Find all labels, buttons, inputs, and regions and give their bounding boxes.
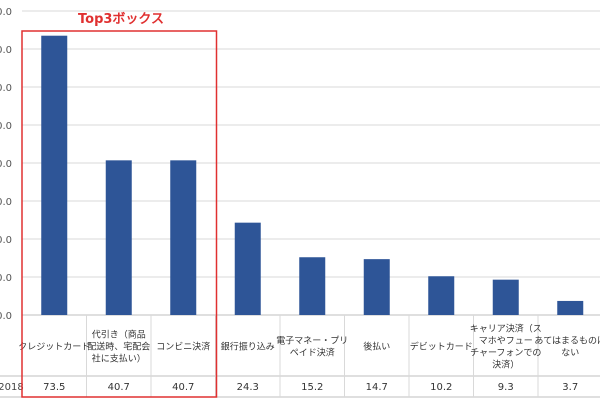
category-label: クレジットカード — [18, 342, 90, 353]
value-label: 15.2 — [301, 382, 323, 393]
category-label: デビットカード — [410, 341, 473, 353]
series-label: 2018 — [0, 382, 24, 393]
y-tick-label: 10.0 — [0, 273, 12, 284]
bar — [234, 222, 261, 315]
y-tick-label: 60.0 — [0, 83, 12, 94]
category-label: 後払い — [363, 341, 390, 353]
value-label: 40.7 — [108, 382, 130, 393]
top3-highlight-box — [21, 30, 218, 398]
bar — [363, 259, 390, 315]
bar — [428, 276, 455, 315]
category-label: 電子マネー・プリペイド決済 — [276, 336, 348, 359]
value-label: 3.7 — [562, 382, 578, 393]
value-label: 10.2 — [430, 382, 452, 393]
y-tick-label: 40.0 — [0, 159, 12, 170]
y-tick-label: 80.0 — [0, 7, 12, 18]
category-label: 銀行振り込み — [221, 341, 275, 353]
bar — [41, 35, 68, 315]
bar — [170, 160, 197, 315]
value-label: 24.3 — [237, 382, 259, 393]
value-label: 14.7 — [366, 382, 388, 393]
category-label: あてはまるものはない — [534, 336, 600, 359]
y-tick-label: 30.0 — [0, 197, 12, 208]
category-label: キャリア決済（スマホやフューチャーフォンでの決済） — [470, 323, 542, 371]
value-label: 73.5 — [43, 382, 65, 393]
category-label: 代引き（商品配送時、宅配会社に支払い） — [87, 329, 150, 365]
y-tick-label: 0.0 — [0, 311, 12, 322]
bar — [299, 257, 326, 315]
bar — [557, 300, 584, 315]
y-tick-label: 70.0 — [0, 45, 12, 56]
top3-box-label: Top3ボックス — [78, 12, 165, 27]
bar — [492, 279, 519, 315]
y-tick-label: 50.0 — [0, 121, 12, 132]
y-tick-label: 20.0 — [0, 235, 12, 246]
bar — [105, 160, 132, 315]
category-label: コンビニ決済 — [156, 341, 210, 353]
value-label: 9.3 — [498, 382, 514, 393]
value-label: 40.7 — [172, 382, 194, 393]
